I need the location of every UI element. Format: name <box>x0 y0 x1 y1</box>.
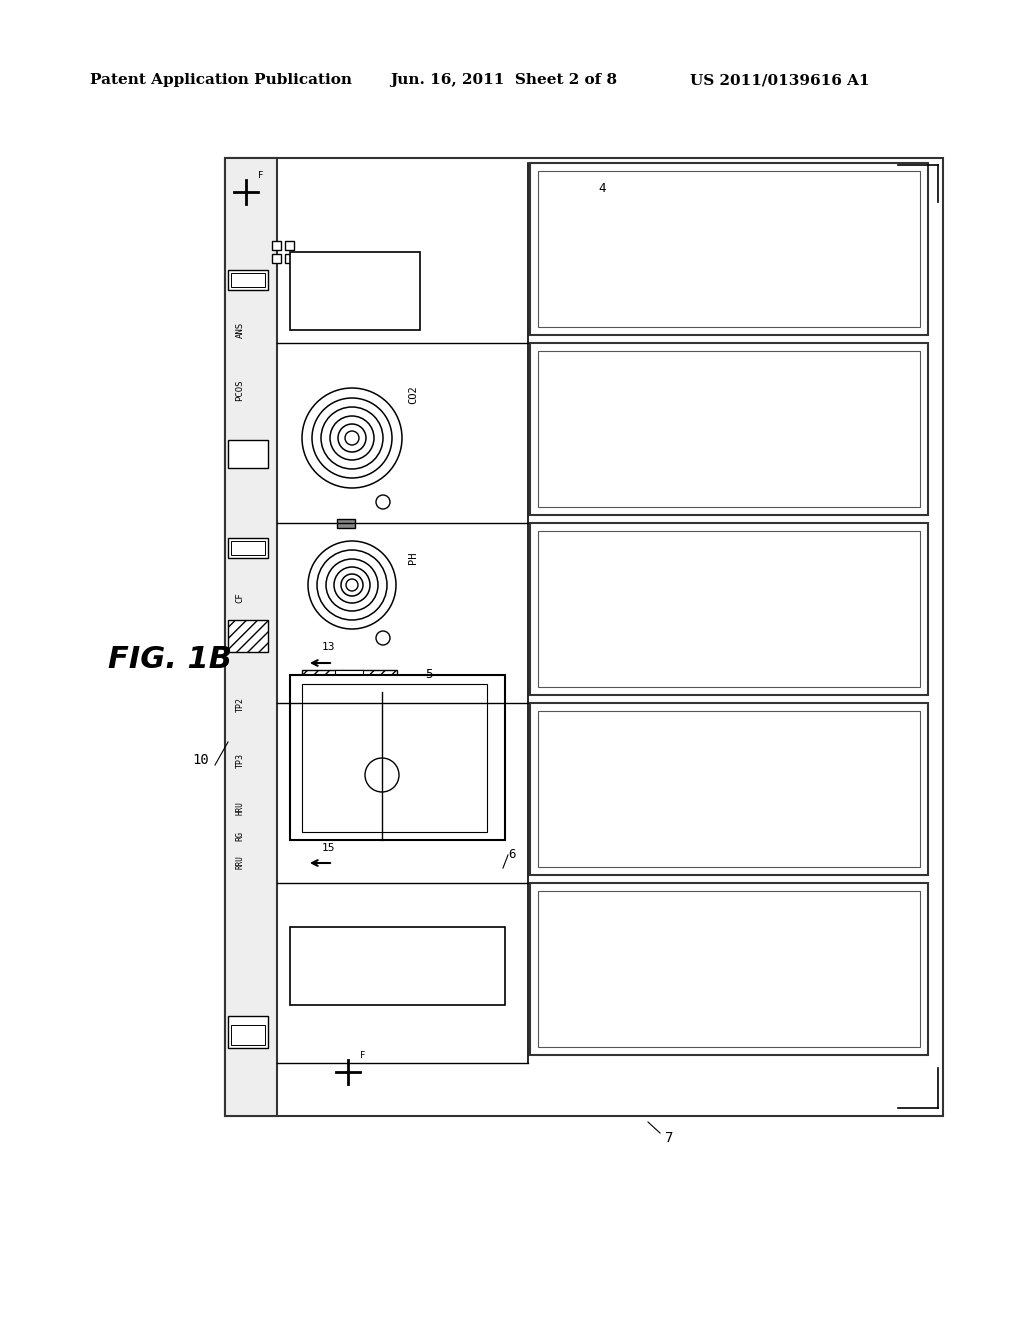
Text: TP3: TP3 <box>236 752 245 767</box>
Bar <box>285 242 294 249</box>
Bar <box>530 704 928 875</box>
Text: 6: 6 <box>508 849 515 862</box>
Bar <box>538 172 920 327</box>
Text: CF: CF <box>236 593 245 603</box>
Bar <box>225 158 943 1115</box>
Text: 7: 7 <box>665 1131 674 1144</box>
Bar <box>225 158 278 1115</box>
Circle shape <box>345 432 359 445</box>
Bar <box>231 273 265 286</box>
Bar <box>335 671 362 692</box>
Bar <box>538 891 920 1047</box>
Text: Jun. 16, 2011  Sheet 2 of 8: Jun. 16, 2011 Sheet 2 of 8 <box>390 73 617 87</box>
Bar <box>290 675 505 840</box>
Circle shape <box>376 631 390 645</box>
Text: PCOS: PCOS <box>236 379 245 401</box>
Text: F: F <box>360 1051 366 1060</box>
Bar <box>231 1026 265 1045</box>
Bar <box>337 519 355 528</box>
Bar <box>290 252 420 330</box>
Bar <box>228 539 268 558</box>
Bar <box>530 523 928 696</box>
Bar <box>538 531 920 686</box>
Bar <box>228 620 268 652</box>
Text: F: F <box>258 170 263 180</box>
Bar <box>530 343 928 515</box>
Text: CO2: CO2 <box>408 385 418 404</box>
Bar <box>302 684 487 832</box>
Text: 5: 5 <box>425 668 432 681</box>
Text: RG: RG <box>236 832 245 841</box>
Bar <box>530 162 928 335</box>
Text: 10: 10 <box>193 752 209 767</box>
Text: Patent Application Publication: Patent Application Publication <box>90 73 352 87</box>
Circle shape <box>365 758 399 792</box>
Text: HRU: HRU <box>236 801 245 814</box>
Bar <box>290 927 505 1005</box>
Circle shape <box>376 495 390 510</box>
Bar <box>538 351 920 507</box>
Bar <box>272 242 281 249</box>
Text: RRU: RRU <box>236 855 245 869</box>
Text: US 2011/0139616 A1: US 2011/0139616 A1 <box>690 73 869 87</box>
Text: 15: 15 <box>322 843 336 853</box>
Text: ANS: ANS <box>236 322 245 338</box>
Bar <box>228 271 268 290</box>
Bar <box>228 440 268 469</box>
Text: PH: PH <box>408 552 418 564</box>
Bar <box>228 1016 268 1048</box>
Bar <box>530 883 928 1055</box>
Bar <box>302 671 397 692</box>
Bar <box>538 711 920 867</box>
Text: 13: 13 <box>322 642 336 652</box>
Text: 4: 4 <box>598 181 605 194</box>
Bar <box>231 541 265 554</box>
Bar <box>285 253 294 263</box>
Circle shape <box>346 579 358 591</box>
Bar <box>272 253 281 263</box>
Text: FIG. 1B: FIG. 1B <box>108 645 232 675</box>
Text: TP2: TP2 <box>236 697 245 713</box>
